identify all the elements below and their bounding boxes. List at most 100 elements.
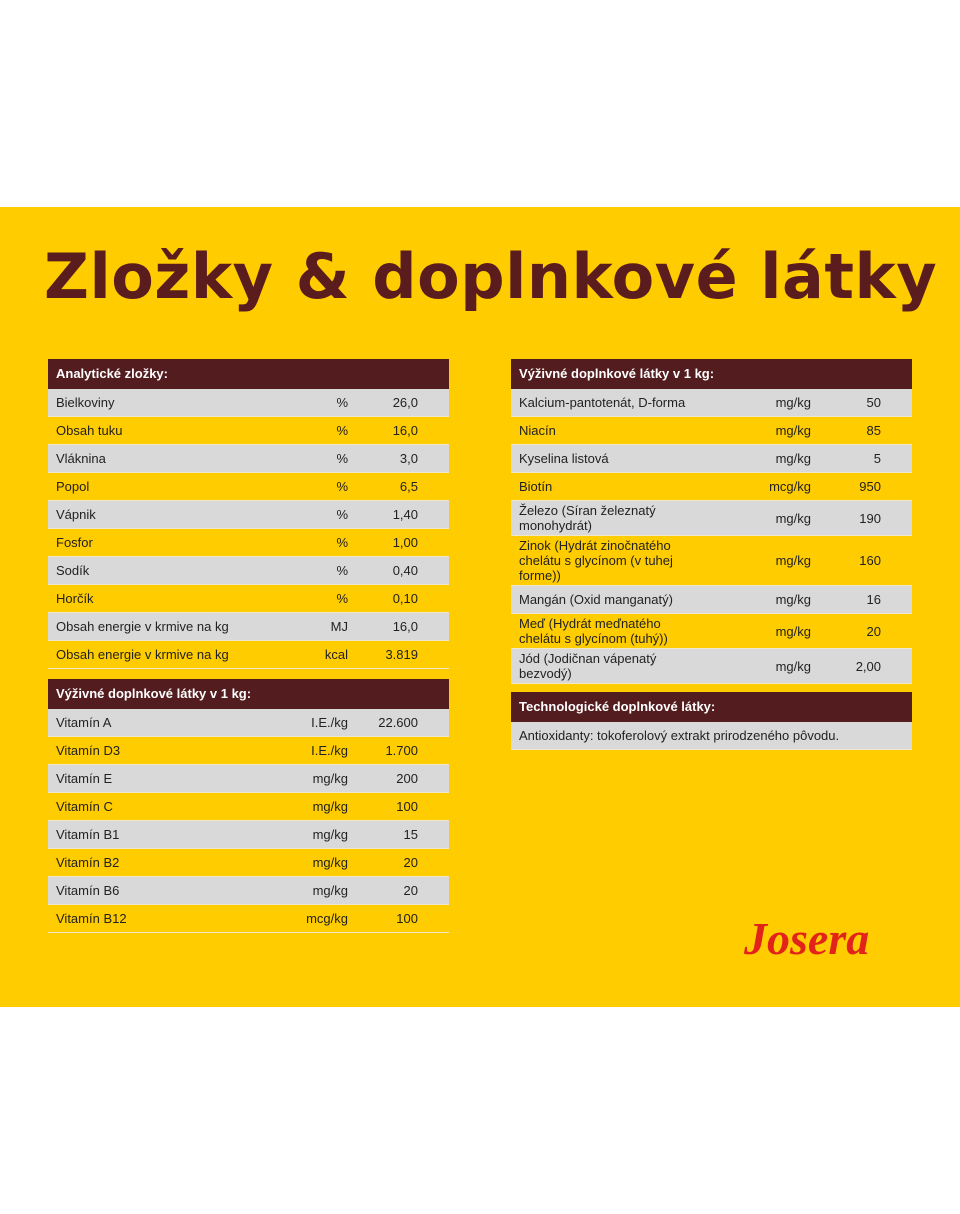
table-row: Vláknina% 3,0 <box>48 445 449 473</box>
unit: mg/kg <box>775 451 811 466</box>
table-row: Horčík% 0,10 <box>48 585 449 613</box>
amount: 20 <box>403 855 418 870</box>
table-row: Sodík% 0,40 <box>48 557 449 585</box>
unit: I.E./kg <box>311 743 348 758</box>
amount: 16,0 <box>392 423 418 438</box>
unit: I.E./kg <box>311 715 348 730</box>
table-body: Bielkoviny% 26,0 Obsah tuku% 16,0 Vláknina% 3… <box>48 389 449 669</box>
table-row: Vitamín B1 mg/kg 15 <box>48 821 449 849</box>
amount: 950 <box>859 479 881 494</box>
unit: mg/kg <box>775 395 811 410</box>
table: Výživné doplnkové látky v 1 kg: Kalcium-p… <box>511 359 912 712</box>
unit: % <box>336 479 348 494</box>
amount: 6,5 <box>399 479 418 494</box>
amount: 2,00 <box>855 658 881 674</box>
table-header: Výživné doplnkové látky v 1 kg: <box>511 359 912 389</box>
item-name: Niacín <box>519 423 556 438</box>
unit: mg/kg <box>312 827 348 842</box>
amount: 0,40 <box>392 563 418 578</box>
item-name: Sodík <box>56 563 90 578</box>
table-row: Fosfor% 1,00 <box>48 529 449 557</box>
amount: 100 <box>396 799 418 814</box>
item-name: Obsah tuku <box>56 423 123 438</box>
unit: % <box>336 591 348 606</box>
table: Analytické zložky: Bielkoviny% 26,0 Obsah t… <box>48 359 449 669</box>
table-row: Bielkoviny% 26,0 <box>48 389 449 417</box>
table-row: Vitamín B12 mcg/kg 100 <box>48 905 449 933</box>
table-row: Jód (Jodičnan vápenatý bezvodý) mg/kg 2,00 <box>511 649 912 684</box>
table-row: Kalcium-pantotenát, D-forma mg/kg 50 <box>511 389 912 417</box>
table-row: Železo (Síran železnatý monohydrát) mg/kg… <box>511 501 912 536</box>
item-name: Vitamín B12 <box>56 911 127 926</box>
unit: mg/kg <box>775 510 811 526</box>
item-name: Bielkoviny <box>56 395 115 410</box>
unit: mg/kg <box>312 855 348 870</box>
item-name: Vitamín D3 <box>56 743 121 758</box>
table-row: Vitamín D3 I.E./kg 1.700 <box>48 737 449 765</box>
amount: 5 <box>873 451 881 466</box>
unit: mg/kg <box>775 423 811 438</box>
item-name: Obsah energie v krmive na kg <box>56 647 229 662</box>
item-name: Vitamín B6 <box>56 883 120 898</box>
unit: mcg/kg <box>769 479 811 494</box>
table-row: Vitamín E mg/kg 200 <box>48 765 449 793</box>
unit: kcal <box>324 647 348 662</box>
item-name: Meď (Hydrát meďnatého chelátu s glycínom… <box>519 616 668 646</box>
unit: mg/kg <box>775 623 811 639</box>
table-row: Vitamín A I.E./kg 22.600 <box>48 709 449 737</box>
item-name: Fosfor <box>56 535 93 550</box>
unit: % <box>336 423 348 438</box>
table-body: Antioxidanty: tokoferolový extrakt priro… <box>511 722 912 750</box>
unit: MJ <box>330 619 348 634</box>
amount: 1,40 <box>392 507 418 522</box>
amount: 100 <box>396 911 418 926</box>
table-row: Vitamín B6 mg/kg 20 <box>48 877 449 905</box>
unit: % <box>336 535 348 550</box>
item-name: Kyselina listová <box>519 451 609 466</box>
table-row: Obsah energie v krmive na kg MJ 16,0 <box>48 613 449 641</box>
table: Výživné doplnkové látky v 1 kg: Vitamín A… <box>48 679 449 933</box>
amount: 15 <box>403 827 418 842</box>
item-name: Antioxidanty: tokoferolový extrakt priro… <box>519 728 840 743</box>
amount: 22.600 <box>378 715 418 730</box>
table-row: Niacín mg/kg 85 <box>511 417 912 445</box>
amount: 0,10 <box>392 591 418 606</box>
table-row: Antioxidanty: tokoferolový extrakt priro… <box>511 722 912 750</box>
unit: mcg/kg <box>306 911 348 926</box>
amount: 190 <box>859 510 881 526</box>
unit: mg/kg <box>775 658 811 674</box>
table-header: Výživné doplnkové látky v 1 kg: <box>48 679 449 709</box>
unit: mg/kg <box>312 883 348 898</box>
amount: 20 <box>403 883 418 898</box>
item-name: Vápnik <box>56 507 96 522</box>
unit: mg/kg <box>775 553 811 568</box>
table-body: Kalcium-pantotenát, D-forma mg/kg 50 Niacín… <box>511 389 912 712</box>
table-row: Vápnik% 1,40 <box>48 501 449 529</box>
amount: 3,0 <box>399 451 418 466</box>
table-header: Technologické doplnkové látky: <box>511 692 912 722</box>
unit: % <box>336 507 348 522</box>
amount: 200 <box>396 771 418 786</box>
amount: 20 <box>866 623 881 639</box>
amount: 16,0 <box>392 619 418 634</box>
item-name: Vitamín B2 <box>56 855 120 870</box>
item-name: Vláknina <box>56 451 106 466</box>
item-name: Železo (Síran železnatý monohydrát) <box>519 503 656 533</box>
table-row: Biotín mcg/kg 950 <box>511 473 912 501</box>
table-row: Vitamín B2 mg/kg 20 <box>48 849 449 877</box>
item-name: Zinok (Hydrát zinočnatého chelátu s glyc… <box>519 538 673 583</box>
amount: 26,0 <box>392 395 418 410</box>
item-name: Vitamín C <box>56 799 113 814</box>
item-name: Vitamín A <box>56 715 112 730</box>
table-row: Vitamín C mg/kg 100 <box>48 793 449 821</box>
amount: 50 <box>866 395 881 410</box>
unit: mg/kg <box>312 799 348 814</box>
title: Zložky & doplnkové látky <box>44 240 938 313</box>
table-body: Vitamín A I.E./kg 22.600 Vitamín D3 I.E./kg 1… <box>48 709 449 933</box>
table-row: Popol% 6,5 <box>48 473 449 501</box>
unit: % <box>336 563 348 578</box>
item-name: Obsah energie v krmive na kg <box>56 619 229 634</box>
item-name: Biotín <box>519 479 553 494</box>
unit: mg/kg <box>775 592 811 607</box>
